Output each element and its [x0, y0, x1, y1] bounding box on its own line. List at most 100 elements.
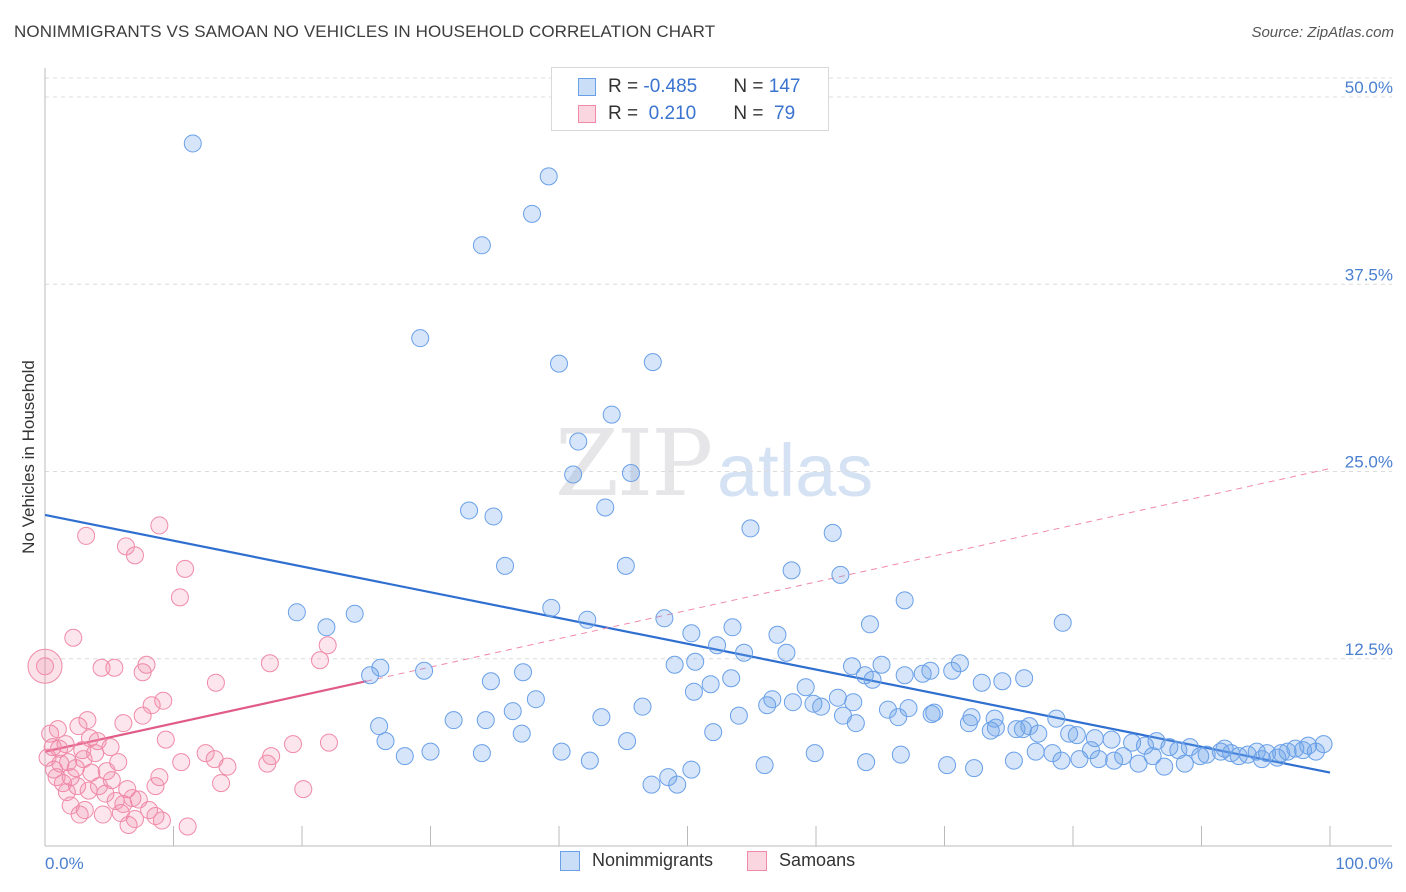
point-samoans — [78, 711, 97, 730]
trend-line-nonimmigrants — [44, 513, 1331, 774]
point-nonimmigrants — [959, 714, 978, 733]
point-samoans — [133, 706, 152, 725]
point-nonimmigrants — [345, 604, 364, 623]
point-samoans — [57, 783, 76, 802]
point-nonimmigrants — [580, 751, 599, 770]
point-nonimmigrants — [1155, 757, 1174, 776]
point-samoans — [172, 753, 191, 772]
point-nonimmigrants — [1299, 736, 1318, 755]
point-nonimmigrants — [796, 678, 815, 697]
point-nonimmigrants — [735, 643, 754, 662]
point-nonimmigrants — [1015, 669, 1034, 688]
point-nonimmigrants — [1047, 709, 1066, 728]
point-nonimmigrants — [411, 329, 430, 348]
point-nonimmigrants — [472, 236, 491, 255]
point-nonimmigrants — [682, 624, 701, 643]
point-nonimmigrants — [550, 354, 568, 373]
point-nonimmigrants — [1114, 747, 1133, 766]
axes — [44, 68, 1392, 847]
point-samoans — [125, 810, 144, 829]
y-tick-label: 12.5% — [1345, 640, 1393, 659]
point-nonimmigrants — [1007, 720, 1026, 739]
point-nonimmigrants — [1129, 754, 1148, 773]
point-nonimmigrants — [768, 625, 787, 644]
point-nonimmigrants — [783, 693, 802, 712]
point-samoans — [92, 658, 111, 677]
point-samoans — [294, 780, 313, 799]
point-nonimmigrants — [895, 591, 914, 610]
point-samoans — [64, 628, 83, 647]
point-nonimmigrants — [722, 669, 741, 688]
point-nonimmigrants — [472, 744, 491, 763]
point-samoans — [137, 655, 156, 674]
chart-title: NONIMMIGRANTS VS SAMOAN NO VEHICLES IN H… — [14, 22, 716, 41]
legend-r-label: R = — [608, 76, 644, 97]
y-tick-label: 37.5% — [1345, 265, 1393, 284]
point-nonimmigrants — [872, 655, 891, 674]
legend-series: Nonimmigrants Samoans — [560, 850, 889, 871]
point-nonimmigrants — [925, 703, 944, 722]
point-nonimmigrants — [542, 598, 561, 617]
chart-source: Source: ZipAtlas.com — [1251, 24, 1394, 41]
point-nonimmigrants — [895, 666, 914, 685]
point-nonimmigrants — [592, 708, 611, 727]
point-samoans — [47, 768, 66, 787]
legend-n-value: 147 — [768, 76, 801, 97]
point-nonimmigrants — [842, 657, 861, 676]
point-nonimmigrants — [514, 663, 533, 682]
point-nonimmigrants — [857, 753, 876, 772]
point-nonimmigrants — [972, 673, 991, 692]
point-nonimmigrants — [371, 658, 390, 677]
point-nonimmigrants — [860, 615, 879, 634]
point-samoans — [43, 738, 62, 757]
point-nonimmigrants — [633, 697, 652, 716]
point-samoans — [150, 768, 169, 787]
point-nonimmigrants — [564, 465, 583, 484]
point-samoans — [48, 720, 67, 739]
point-samoans — [150, 516, 169, 535]
point-nonimmigrants — [659, 768, 678, 787]
point-nonimmigrants — [684, 682, 703, 701]
point-samoans — [123, 789, 142, 808]
point-nonimmigrants — [552, 742, 571, 761]
point-samoans — [310, 651, 329, 670]
point-nonimmigrants — [287, 603, 306, 622]
x-tick-label: 100.0% — [1335, 854, 1393, 873]
point-nonimmigrants — [539, 167, 558, 186]
legend-swatch-blue — [578, 78, 596, 96]
point-nonimmigrants — [938, 756, 957, 775]
point-nonimmigrants — [921, 661, 940, 680]
point-samoans — [154, 691, 173, 710]
legend-r-value: -0.485 — [643, 76, 698, 97]
point-nonimmigrants — [1143, 747, 1162, 766]
point-nonimmigrants — [878, 700, 897, 719]
point-nonimmigrants — [981, 721, 1000, 740]
point-samoans — [88, 732, 107, 751]
legend-n-label: N = — [733, 103, 769, 124]
point-nonimmigrants — [828, 688, 847, 707]
x-tick-label: 0.0% — [45, 854, 84, 873]
point-nonimmigrants — [1191, 747, 1210, 766]
point-nonimmigrants — [370, 717, 389, 736]
point-nonimmigrants — [804, 694, 823, 713]
point-nonimmigrants — [833, 706, 852, 725]
point-nonimmigrants — [616, 556, 635, 575]
point-samoans — [319, 733, 338, 752]
point-nonimmigrants — [578, 610, 597, 629]
point-nonimmigrants — [1180, 738, 1199, 757]
point-samoans — [318, 636, 337, 655]
point-nonimmigrants — [496, 556, 515, 575]
point-nonimmigrants — [805, 744, 824, 763]
point-nonimmigrants — [512, 724, 531, 743]
data-points — [27, 134, 1333, 836]
point-samoans — [176, 559, 195, 578]
point-nonimmigrants — [855, 666, 874, 685]
point-nonimmigrants — [741, 519, 760, 538]
legend-swatch-blue — [560, 850, 580, 871]
point-nonimmigrants — [1314, 735, 1333, 754]
point-nonimmigrants — [1053, 613, 1072, 632]
point-nonimmigrants — [1004, 751, 1023, 770]
point-nonimmigrants — [986, 718, 1005, 737]
point-samoans — [152, 811, 171, 830]
point-samoans — [116, 537, 135, 556]
